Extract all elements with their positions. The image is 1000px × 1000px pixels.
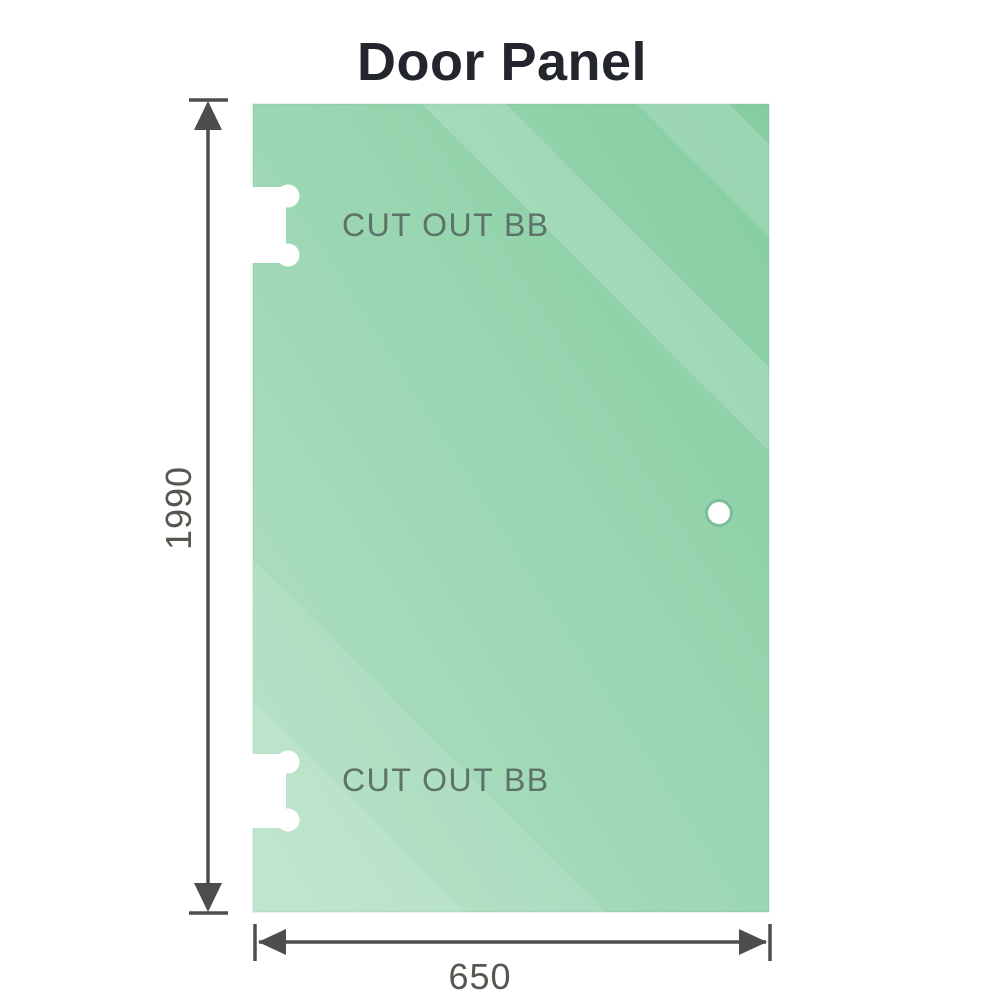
glass-panel-body xyxy=(252,103,770,913)
width-dimension: 650 xyxy=(253,924,772,997)
width-dimension-label: 650 xyxy=(448,956,511,997)
cutout-top-label: CUT OUT BB xyxy=(342,207,550,243)
glass-sheen-wedge xyxy=(253,560,605,912)
glass-sheen-stripe xyxy=(637,104,769,236)
height-dimension: 1990 xyxy=(158,98,228,915)
handle-hole xyxy=(705,499,733,527)
hinge-cutout-bottom-lobe-lower xyxy=(276,808,300,832)
hinge-cutout-bottom-body xyxy=(250,754,286,828)
height-dimension-label: 1990 xyxy=(158,466,199,550)
hinge-cutout-bottom-lobe-upper xyxy=(276,750,300,774)
arrowhead-right-icon xyxy=(739,929,767,955)
glass-sheen-stripe xyxy=(422,104,769,451)
arrowhead-up-icon xyxy=(194,101,222,130)
hinge-cutout-bottom xyxy=(250,750,300,832)
hinge-cutout-top-lobe-lower xyxy=(276,243,300,267)
cutout-bottom-label: CUT OUT BB xyxy=(342,762,550,798)
hinge-cutout-top-lobe-upper xyxy=(276,184,300,208)
arrowhead-left-icon xyxy=(258,929,286,955)
arrowhead-down-icon xyxy=(194,883,222,912)
hinge-cutout-top xyxy=(250,184,300,267)
hinge-cutout-top-body xyxy=(250,187,286,263)
page-title: Door Panel xyxy=(357,32,647,92)
glass-sheen-wedge xyxy=(253,700,465,912)
